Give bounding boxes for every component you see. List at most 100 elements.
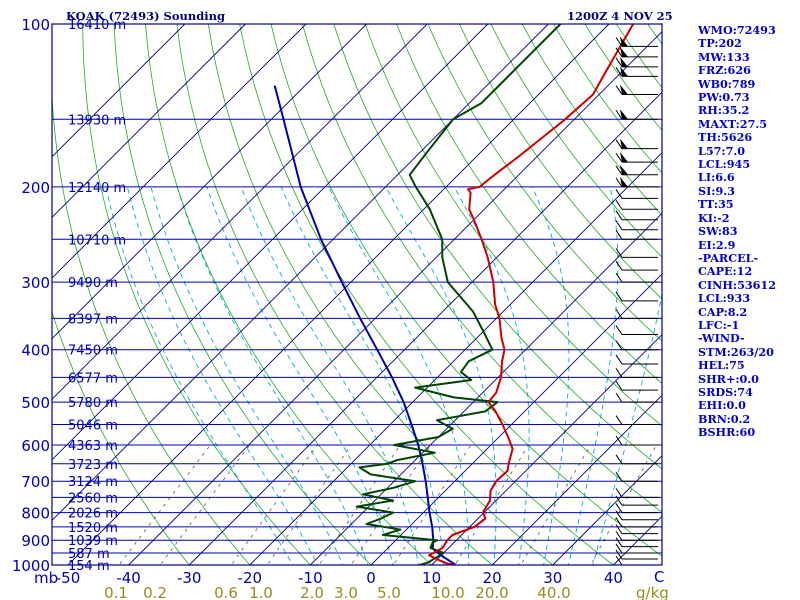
- temperature-tick-label: -10: [298, 569, 323, 587]
- wind-barb-feather: [615, 549, 623, 560]
- index-item: PW:0.73: [698, 90, 750, 105]
- pressure-tick-label: 800: [21, 505, 50, 523]
- index-item: SHR+:0.0: [698, 371, 759, 386]
- height-label: 10710 m: [68, 233, 126, 248]
- wind-barb-feather: [615, 210, 623, 220]
- pressure-tick-label: 100: [21, 16, 50, 34]
- dry-adiabat-line: [176, 24, 493, 565]
- wind-barb-feather: [615, 230, 623, 240]
- wind-barb-feather: [615, 199, 623, 210]
- mixing-ratio-tick-label: 3.0: [334, 584, 358, 600]
- wind-barb-pennant: [620, 56, 628, 67]
- wind-barb-feather: [615, 309, 623, 319]
- index-item: LI:6.6: [698, 170, 735, 185]
- height-label: 3723 m: [68, 458, 118, 473]
- wind-barb-feather: [615, 555, 623, 565]
- index-item: L57:7.0: [698, 143, 746, 158]
- temperature-tick-label: 30: [543, 569, 562, 587]
- temperature-tick-label: -20: [238, 569, 263, 587]
- parcel-line: [273, 85, 457, 565]
- index-item: CINH:53612: [698, 277, 776, 292]
- mixing-ratio-tick-label: 1.0: [249, 584, 273, 600]
- isotherm-line: [52, 24, 186, 158]
- isotherm-line: [52, 24, 307, 279]
- sounding-time: 1200Z 4 NOV 25: [567, 9, 673, 23]
- index-item: WMO:72493: [698, 23, 776, 37]
- mixing-ratio-line: [590, 444, 657, 565]
- dry-adiabat-line: [396, 24, 662, 384]
- index-item: CAP:8.2: [698, 304, 748, 319]
- temperature-axis-unit: C: [654, 568, 664, 586]
- moist-adiabat-line: [150, 186, 344, 565]
- pressure-tick-label: 200: [21, 179, 50, 197]
- wind-barb-feather: [615, 165, 623, 176]
- isotherm-line: [491, 394, 662, 565]
- temperature-trace: [428, 24, 635, 565]
- index-item: EI:2.9: [698, 237, 736, 252]
- wind-barb-feather: [615, 47, 623, 58]
- wind-barb-feather: [615, 177, 623, 188]
- dewpoint-trace: [355, 24, 562, 565]
- temperature-line: [428, 24, 635, 565]
- height-label: 12140 m: [68, 181, 126, 196]
- isotherm-line: [552, 455, 662, 565]
- wind-barb-feather: [615, 272, 623, 283]
- index-item: SRDS:74: [698, 384, 753, 399]
- index-item: RH:35.2: [698, 103, 750, 118]
- wind-barb-pennant: [620, 36, 628, 47]
- index-item: STM:263/20: [698, 344, 774, 359]
- moist-adiabat-line: [105, 186, 294, 565]
- height-label: 7450 m: [68, 344, 118, 359]
- moist-adiabats: [105, 186, 662, 565]
- dry-adiabat-line: [427, 24, 662, 342]
- isotherm-line: [52, 24, 549, 522]
- mixing-ratio-labels: 0.1 0.2 0.6 1.0 2.0 3.0 5.0 10.0 20.0 40.0: [104, 584, 571, 600]
- isotherm-line: [431, 333, 662, 565]
- index-item: MAXT:27.5: [698, 116, 768, 131]
- height-label: 13930 m: [68, 113, 126, 128]
- temperature-tick-label: 10: [422, 569, 441, 587]
- wind-barb-feather: [615, 503, 623, 513]
- isotherm-line: [52, 24, 428, 400]
- temperature-labels: -50 -40 -30 -20 -10 0 10 20 30 40: [56, 569, 623, 587]
- mixing-ratio-tick-label: 40.0: [537, 584, 570, 600]
- height-label: 8397 m: [68, 312, 118, 327]
- height-label: 2560 m: [68, 491, 118, 506]
- wind-barb-pennant: [620, 46, 628, 57]
- height-label: 5046 m: [68, 419, 118, 434]
- wind-barbs: [615, 24, 658, 565]
- isotherms: [52, 24, 662, 565]
- wind-barb-feather: [615, 109, 623, 120]
- pressure-tick-label: 900: [21, 532, 50, 550]
- dry-adiabat-line: [207, 24, 554, 565]
- height-label: 154 m: [68, 559, 110, 574]
- dry-adiabat-line: [52, 310, 190, 565]
- height-label: 1520 m: [68, 521, 118, 536]
- wind-barb-feather: [615, 543, 623, 554]
- indices-panel: WMO:72493 TP:202 MW:133 FRZ:626 WB0:789 PW:0.…: [698, 23, 798, 440]
- wind-barb-feather: [615, 510, 623, 521]
- index-item: MW:133: [698, 49, 750, 64]
- temperature-tick-label: 20: [483, 569, 502, 587]
- mixing-ratio-tick-label: 2.0: [300, 584, 324, 600]
- wind-barb-feather: [615, 495, 623, 506]
- index-item: KI:-2: [698, 210, 730, 225]
- pressure-labels: 100 200 300 400 500 600 700 800 900 1000: [12, 16, 50, 575]
- wind-barb-feather: [615, 85, 623, 95]
- wind-barb-feather: [615, 380, 623, 391]
- wind-barb-feather: [615, 530, 623, 541]
- height-label: 6577 m: [68, 371, 118, 386]
- index-item: SI:9.3: [698, 183, 735, 198]
- mixing-ratio-tick-label: 0.2: [143, 584, 167, 600]
- wind-barb-feather: [615, 368, 623, 378]
- index-item: -WIND-: [698, 331, 745, 346]
- pressure-tick-label: 400: [21, 342, 50, 360]
- height-label: 2026 m: [68, 507, 118, 522]
- dry-adiabat-line: [302, 24, 662, 513]
- mixing-ratio-line: [520, 444, 592, 565]
- wind-barb-feather: [615, 291, 623, 302]
- height-label: 587 m: [68, 547, 110, 562]
- mixing-ratio-tick-label: 0.6: [214, 584, 238, 600]
- wind-barb-feather: [615, 248, 623, 258]
- isotherm-line: [310, 212, 662, 565]
